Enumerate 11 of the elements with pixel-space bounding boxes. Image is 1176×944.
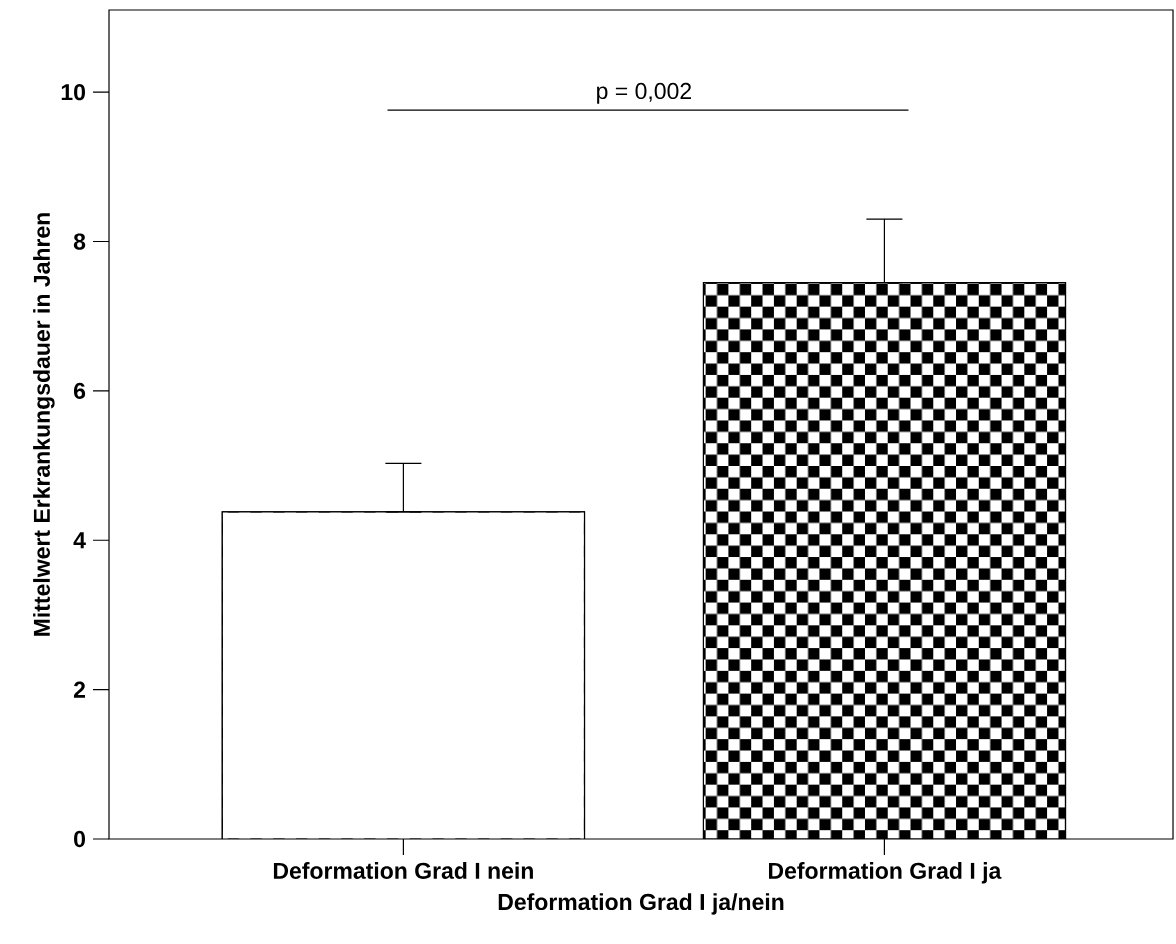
y-tick-label: 6 (74, 382, 86, 400)
x-axis-title: Deformation Grad I ja/nein (498, 893, 784, 915)
y-tick-label: 4 (73, 532, 86, 549)
y-tick-label: 0 (74, 830, 85, 848)
annotation: p = 0,002 (597, 82, 691, 104)
y-tick-label: 2 (73, 681, 85, 698)
y-axis-title: Mittelwert Erkrankungsdauer in Jahren (33, 213, 55, 636)
x-tick-label: Deformation Grad I ja (769, 862, 1002, 884)
x-tick-label: Deformation Grad I nein (273, 862, 533, 879)
y-tick-label: 10 (61, 84, 85, 101)
y-tick-label: 8 (73, 233, 86, 250)
